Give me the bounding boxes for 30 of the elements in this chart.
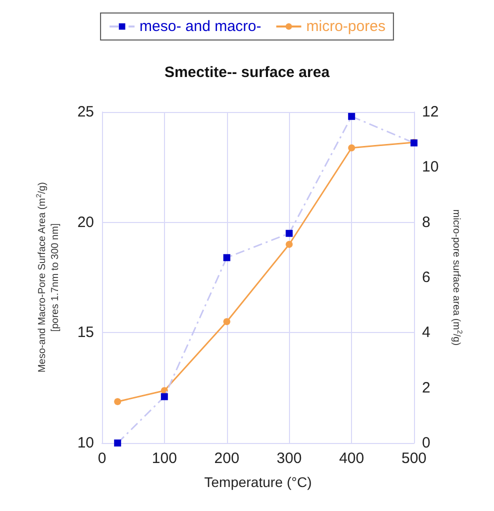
legend-label: micro-pores [306, 18, 386, 35]
y2-tick-label: 4 [422, 324, 430, 342]
point [286, 240, 293, 248]
point [160, 393, 168, 400]
y-tick-label: 10 [77, 434, 94, 452]
y-tick-label: 15 [77, 324, 94, 342]
x-tick-label: 200 [214, 450, 240, 467]
x-tick-label: 100 [152, 450, 177, 467]
legend-label: meso- and macro- [140, 18, 262, 35]
x-tick-label: 300 [276, 450, 302, 467]
y2-tick-label: 12 [422, 104, 439, 120]
y2-tick-label: 10 [422, 158, 439, 176]
point [348, 112, 356, 120]
y2-tick-label: 8 [422, 214, 430, 231]
point [114, 440, 122, 446]
y-tick-label: 25 [77, 104, 94, 120]
point [286, 230, 293, 237]
y2-tick-label: 6 [422, 269, 430, 286]
point [114, 398, 122, 406]
y2-tick-label: 0 [422, 434, 430, 452]
y-tick-label: 20 [77, 214, 94, 231]
x-tick-label: 400 [339, 450, 364, 467]
x-tick-label: 500 [401, 450, 427, 467]
point [223, 318, 230, 326]
point [348, 144, 356, 152]
chart-title: Smectite-- surface area [164, 64, 330, 81]
x-axis-title: Temperature (°C) [204, 474, 312, 490]
y2-tick-label: 2 [422, 379, 430, 396]
x-tick-label: 0 [98, 450, 106, 467]
point [223, 254, 230, 262]
